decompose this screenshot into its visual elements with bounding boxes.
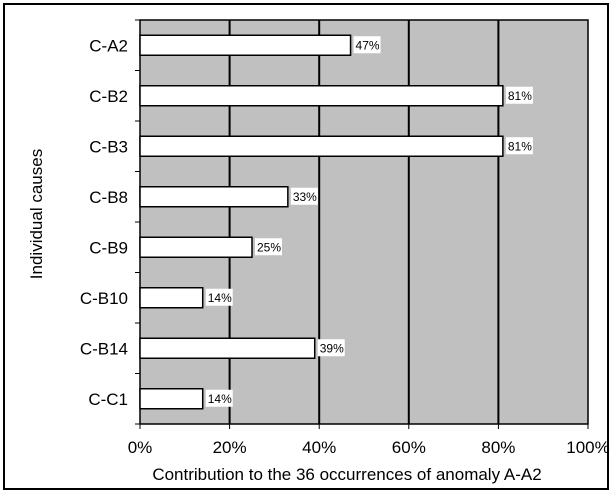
y-tick-label-c-a2: C-A2 [89, 36, 128, 55]
data-label-background [255, 238, 282, 256]
data-label-background [505, 137, 533, 155]
data-label-background [353, 36, 381, 54]
data-label-c-b14: 39% [320, 341, 344, 355]
y-tick-label-c-b3: C-B3 [89, 137, 128, 156]
data-label-c-b8: 33% [293, 190, 317, 204]
bar-c-b10 [139, 287, 204, 309]
bars: 47% 81% 81% 33% 25% 14% 39% 14% [139, 34, 533, 410]
data-label-c-b9: 25% [257, 240, 281, 254]
x-tick-label-40: 40% [302, 438, 336, 457]
data-label-c-b3: 81% [508, 139, 532, 153]
bar-c-b14 [139, 337, 316, 359]
x-tick-labels: 0% 20% 40% 60% 80% 100% [128, 424, 610, 457]
data-label-background [505, 86, 533, 104]
data-label-background [205, 288, 233, 306]
y-tick-label-c-b8: C-B8 [89, 188, 128, 207]
data-label-background [290, 187, 318, 205]
data-label-c-b2: 81% [508, 89, 532, 103]
y-tick-label-c-b10: C-B10 [80, 289, 128, 308]
data-label-background [317, 339, 345, 357]
plot-area [139, 19, 589, 425]
data-label-background [205, 389, 233, 407]
bar-c-b2 [139, 85, 504, 107]
x-tick-label-0: 0% [128, 438, 153, 457]
data-label-c-b10: 14% [208, 291, 232, 305]
x-tick-label-20: 20% [213, 438, 247, 457]
data-label-c-c1: 14% [208, 392, 232, 406]
y-tick-label-c-b14: C-B14 [80, 339, 128, 358]
x-tick-label-60: 60% [392, 438, 426, 457]
x-tick-label-100: 100% [566, 438, 609, 457]
y-tick-labels: C-A2 C-B2 C-B3 C-B8 C-B9 C-B10 C-B14 C-C1 [80, 19, 140, 425]
x-axis-label: Contribution to the 36 occurrences of an… [152, 465, 541, 484]
bar-c-a2 [139, 34, 352, 56]
y-tick-label-c-c1: C-C1 [88, 390, 128, 409]
bar-c-b8 [139, 186, 289, 208]
bar-c-b9 [139, 236, 253, 258]
bar-c-b3 [139, 135, 504, 157]
data-label-c-a2: 47% [356, 38, 380, 52]
y-tick-label-c-b2: C-B2 [89, 87, 128, 106]
bar-c-c1 [139, 388, 204, 410]
y-tick-label-c-b9: C-B9 [89, 238, 128, 257]
x-tick-label-80: 80% [481, 438, 515, 457]
y-axis-label: Individual causes [27, 149, 46, 279]
